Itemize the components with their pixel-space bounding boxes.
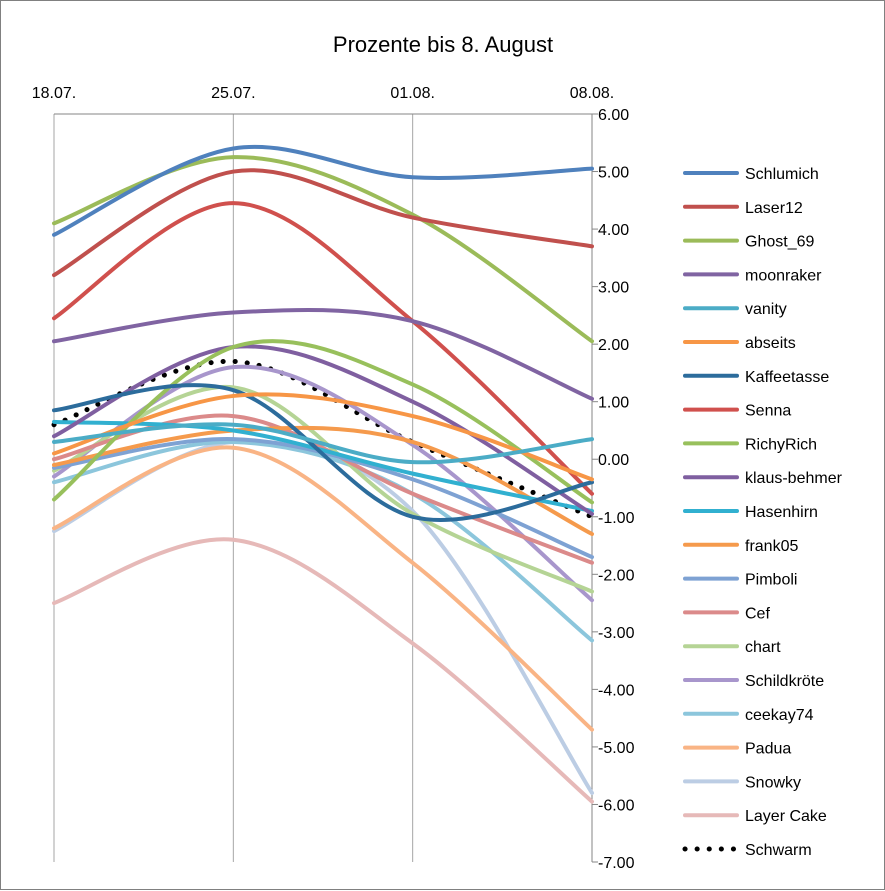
legend: Schlumich Laser12 Ghost_69 moonraker vanity a… <box>682 166 843 859</box>
x-tick-label: 01.08. <box>390 85 434 102</box>
y-tick-label: 3.00 <box>598 280 629 297</box>
legend-label-schwarm: Schwarm <box>745 842 812 859</box>
chart-title: Prozente bis 8. August <box>333 32 553 57</box>
legend-label-chart: chart <box>745 639 781 656</box>
y-tick-label: -2.00 <box>598 567 635 584</box>
legend-label-senna: Senna <box>745 403 791 420</box>
x-tick-label: 25.07. <box>211 85 255 102</box>
series-line-klaus-behmer <box>52 344 594 516</box>
legend-label-ghost-69: Ghost_69 <box>745 234 814 251</box>
x-tick-label: 08.08. <box>570 85 614 102</box>
series-lines <box>51 144 595 804</box>
legend-label-klaus-behmer: klaus-behmer <box>745 470 843 487</box>
series-line-laser12 <box>52 168 594 278</box>
series-line-abseits <box>52 392 594 482</box>
series-line-vanity <box>52 422 594 465</box>
series-line-ghost-69 <box>52 155 594 344</box>
legend-label-schlumich: Schlumich <box>745 166 819 183</box>
axes: 18.07. 25.07. 01.08. 08.08. 6.00 5.00 4.00 3.00… <box>32 85 635 872</box>
y-tick-label: -6.00 <box>598 797 635 814</box>
legend-label-snowky: Snowky <box>745 774 801 791</box>
y-tick-label: -5.00 <box>598 740 635 757</box>
series-line-padua <box>52 445 594 732</box>
legend-label-cef: Cef <box>745 605 770 622</box>
series-line-ceekay74 <box>52 439 594 643</box>
y-tick-label: 5.00 <box>598 165 629 182</box>
legend-label-moonraker: moonraker <box>745 267 822 284</box>
series-line-schildkr-te <box>52 364 594 603</box>
legend-label-padua: Padua <box>745 741 791 758</box>
y-tick-label: 4.00 <box>598 222 629 239</box>
series-line-senna <box>52 201 594 496</box>
legend-label-richyrich: RichyRich <box>745 436 817 453</box>
legend-label-frank05: frank05 <box>745 538 798 555</box>
series-line-layer-cake <box>52 537 594 804</box>
y-tick-label: -1.00 <box>598 510 635 527</box>
y-tick-label: 1.00 <box>598 395 629 412</box>
legend-label-kaffeetasse: Kaffeetasse <box>745 369 829 386</box>
legend-label-vanity: vanity <box>745 301 787 318</box>
legend-label-layer-cake: Layer Cake <box>745 808 827 825</box>
legend-label-pimboli: Pimboli <box>745 572 797 589</box>
y-tick-label: 6.00 <box>598 107 629 124</box>
legend-label-ceekay74: ceekay74 <box>745 707 814 724</box>
series-line-moonraker <box>52 307 594 401</box>
legend-label-abseits: abseits <box>745 335 796 352</box>
x-tick-label: 18.07. <box>32 85 76 102</box>
legend-label-schildkr-te: Schildkröte <box>745 673 824 690</box>
y-tick-label: -4.00 <box>598 682 635 699</box>
legend-label-hasenhirn: Hasenhirn <box>745 504 818 521</box>
y-tick-label: 0.00 <box>598 452 629 469</box>
series-line-schlumich <box>52 144 594 237</box>
series-line-kaffeetasse <box>52 383 594 522</box>
series-line-frank05 <box>52 425 594 537</box>
y-tick-label: -7.00 <box>598 855 635 872</box>
series-line-hasenhirn <box>52 419 594 514</box>
y-tick-label: -3.00 <box>598 625 635 642</box>
legend-label-laser12: Laser12 <box>745 200 803 217</box>
y-tick-label: 2.00 <box>598 337 629 354</box>
